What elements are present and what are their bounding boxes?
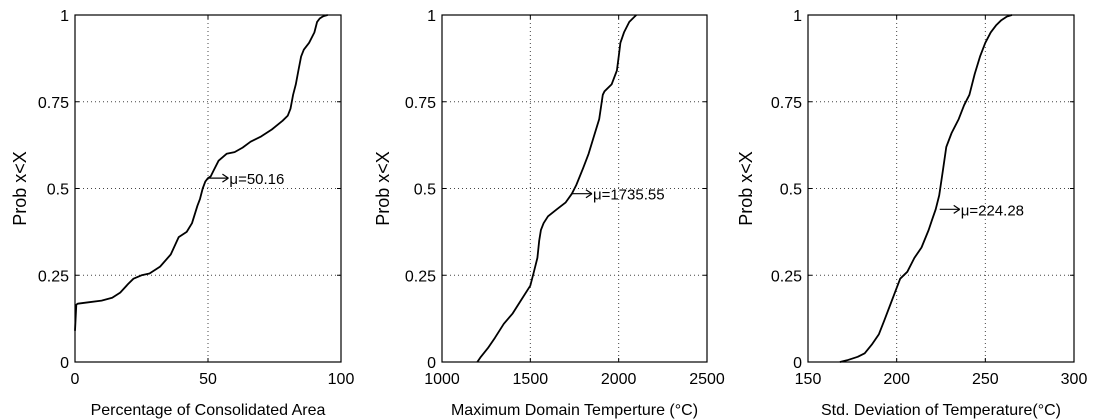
chart-panel-3: 150 200 250 300 0 0.25 0.5 0.75 1 Std. Deviation … [736, 8, 1087, 419]
y-tick-label: 0.75 [405, 95, 436, 112]
annotation-arrowhead [585, 189, 593, 199]
x-tick-label: 1500 [513, 371, 549, 388]
y-axis-label: Prob x<X [373, 151, 393, 226]
y-tick-label: 0.25 [38, 268, 69, 285]
mean-annotation: μ=224.28 [961, 202, 1024, 219]
x-tick-label: 300 [1061, 371, 1088, 388]
y-tick-label: 0 [427, 355, 436, 372]
x-tick-label: 0 [71, 371, 80, 388]
x-tick-label: 50 [199, 371, 217, 388]
x-tick-label: 2000 [601, 371, 637, 388]
y-tick-label: 0.25 [405, 268, 436, 285]
y-tick-label: 1 [793, 8, 802, 25]
x-axis-label: Maximum Domain Temperture (°C) [451, 402, 698, 419]
x-axis-label: Std. Deviation of Temperature(°C) [821, 402, 1061, 419]
y-tick-label: 0 [793, 355, 802, 372]
y-tick-label: 0.5 [414, 182, 436, 199]
y-tick-label: 0.5 [780, 182, 802, 199]
x-axis-label: Percentage of Consolidated Area [91, 402, 326, 419]
chart-panel-2: 1000 1500 2000 2500 0 0.25 0.5 0.75 1 Maximum Dom… [373, 8, 725, 419]
y-tick-label: 1 [427, 8, 436, 25]
y-axis-label: Prob x<X [10, 151, 30, 226]
cdf-series-line [74, 14, 328, 331]
x-tick-label: 100 [328, 371, 355, 388]
y-tick-label: 1 [60, 8, 69, 25]
mean-annotation: μ=50.16 [229, 171, 284, 188]
y-axis-label: Prob x<X [736, 151, 756, 226]
x-tick-label: 200 [883, 371, 910, 388]
x-tick-label: 1000 [424, 371, 460, 388]
x-tick-label: 150 [795, 371, 822, 388]
x-tick-label: 2500 [689, 371, 725, 388]
mean-annotation: μ=1735.55 [593, 187, 665, 204]
cdf-series-line [476, 14, 637, 363]
y-tick-label: 0.5 [47, 182, 69, 199]
chart-panel-1: 0 50 100 0 0.25 0.5 0.75 1 Percentage of Consoli… [10, 8, 354, 419]
y-tick-label: 0.75 [38, 95, 69, 112]
y-tick-label: 0 [60, 355, 69, 372]
annotation-arrowhead [953, 204, 961, 214]
y-tick-label: 0.25 [771, 268, 802, 285]
annotation-arrowhead [222, 173, 229, 183]
cdf-series-line [839, 14, 1013, 363]
x-tick-label: 250 [972, 371, 999, 388]
y-tick-label: 0.75 [771, 95, 802, 112]
